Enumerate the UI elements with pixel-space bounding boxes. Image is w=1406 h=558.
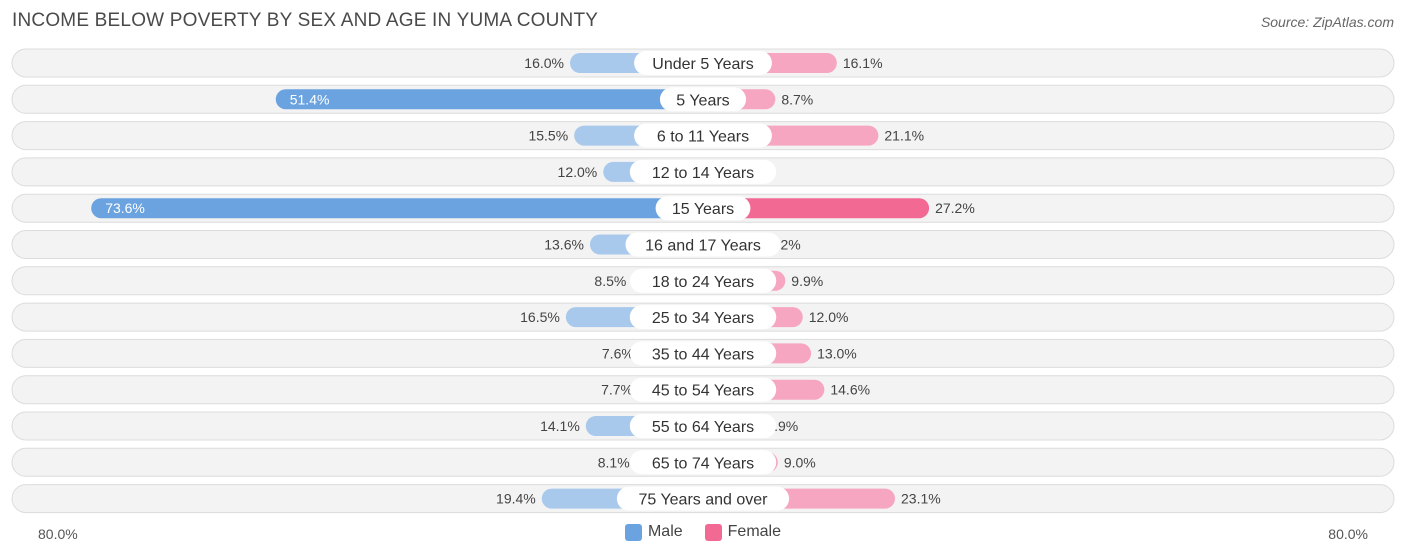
female-value-label: 8.7% <box>781 91 813 107</box>
male-value-label: 15.5% <box>528 128 568 144</box>
female-value-label: 9.9% <box>791 273 823 289</box>
category-pill <box>625 232 781 257</box>
category-label: 55 to 64 Years <box>652 419 754 436</box>
category-pill <box>629 268 777 293</box>
chart-title: INCOME BELOW POVERTY BY SEX AND AGE IN Y… <box>12 10 599 31</box>
male-value-label: 8.1% <box>598 454 630 470</box>
male-value-label: 19.4% <box>496 491 536 507</box>
category-label: 16 and 17 Years <box>645 238 761 255</box>
category-pill <box>634 51 772 75</box>
category-pill <box>629 159 777 184</box>
category-pill <box>659 87 747 112</box>
legend: Male Female <box>0 523 1406 541</box>
male-value-label: 12.0% <box>558 164 598 180</box>
legend-female-label: Female <box>727 523 782 540</box>
female-swatch <box>704 523 722 541</box>
category-label: 5 Years <box>676 92 729 109</box>
axis-left-label: 80.0% <box>38 526 78 542</box>
category-label: 25 to 34 Years <box>652 310 754 327</box>
female-value-label: 21.1% <box>884 128 924 144</box>
male-value-label: 13.6% <box>544 237 584 253</box>
male-value-label: 14.1% <box>540 418 580 434</box>
female-value-label: 12.0% <box>809 309 849 325</box>
category-label: 45 to 54 Years <box>652 383 754 400</box>
female-value-label: 27.2% <box>935 200 975 216</box>
legend-item-female: Female <box>704 523 782 541</box>
female-value-label: 9.0% <box>784 454 816 470</box>
source-credit: Source: ZipAtlas.com <box>1260 14 1394 30</box>
category-pill <box>629 341 777 366</box>
axis-right-label: 80.0% <box>1328 526 1368 542</box>
category-pill <box>629 450 777 475</box>
male-value-label: 16.0% <box>524 55 564 71</box>
category-pill <box>629 414 777 438</box>
male-bar <box>275 89 703 110</box>
category-pill <box>634 123 772 148</box>
female-value-label: 13.0% <box>817 345 857 361</box>
category-label: 12 to 14 Years <box>652 165 754 182</box>
male-value-label: 73.6% <box>105 200 145 216</box>
legend-male-label: Male <box>647 523 683 540</box>
male-value-label: 7.7% <box>601 382 633 398</box>
category-label: 65 to 74 Years <box>652 455 754 472</box>
legend-item-male: Male <box>624 523 683 541</box>
category-label: 75 Years and over <box>639 492 769 509</box>
category-label: 6 to 11 Years <box>657 129 749 146</box>
male-swatch <box>624 523 642 541</box>
male-value-label: 16.5% <box>520 309 560 325</box>
female-value-label: 14.6% <box>830 382 870 398</box>
female-value-label: 16.1% <box>843 55 883 71</box>
category-pill <box>655 196 751 221</box>
category-pill <box>616 486 790 511</box>
male-bar <box>91 198 703 219</box>
category-label: Under 5 Years <box>652 56 753 73</box>
category-label: 35 to 44 Years <box>652 346 754 363</box>
male-value-label: 51.4% <box>290 91 330 107</box>
male-value-label: 7.6% <box>602 345 634 361</box>
female-value-label: 23.1% <box>901 491 941 507</box>
category-pill <box>629 377 777 402</box>
female-bar <box>703 198 930 219</box>
category-label: 15 Years <box>672 201 734 218</box>
diverging-bar-chart: 16.0% 16.1% Under 5 Years 51.4% 8.7% 5 Years 1… <box>11 48 1395 514</box>
category-pill <box>629 305 777 330</box>
male-value-label: 8.5% <box>594 273 626 289</box>
category-label: 18 to 24 Years <box>652 274 754 291</box>
